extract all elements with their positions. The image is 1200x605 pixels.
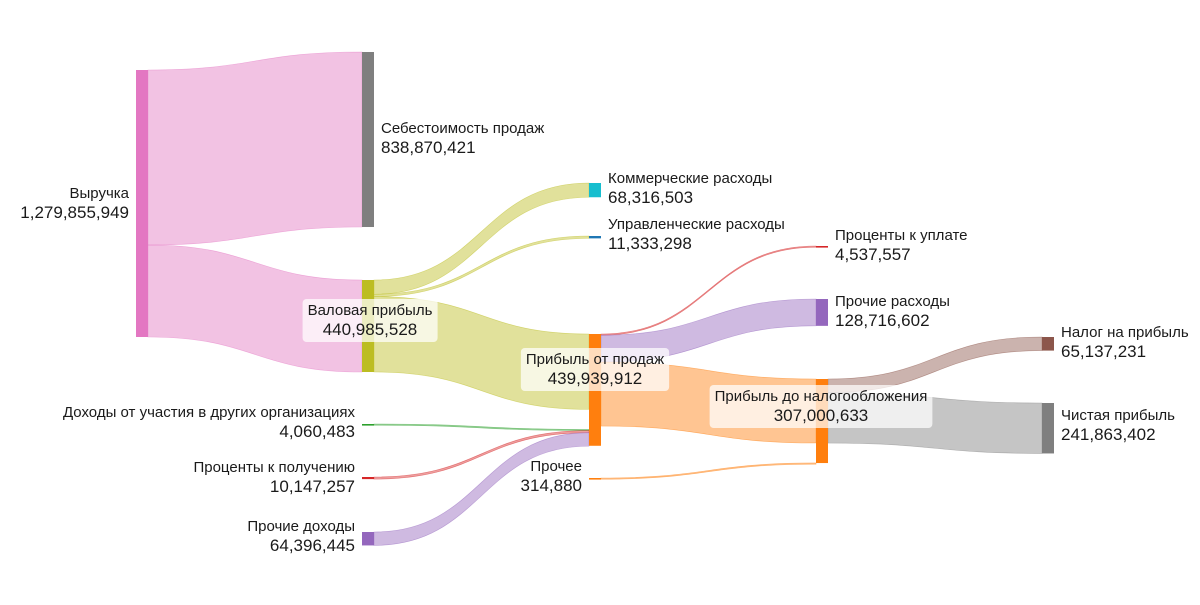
label-name-other_exp: Прочие расходы	[835, 293, 950, 310]
label-bg-gross	[302, 299, 438, 342]
label-value-pretax: 307,000,633	[774, 406, 869, 425]
label-name-cogs: Себестоимость продаж	[381, 120, 544, 137]
node-net	[1042, 403, 1054, 454]
label-value-other_exp: 128,716,602	[835, 311, 930, 330]
link-participation-to-sales_profit	[373, 423, 590, 431]
label-name-net: Чистая прибыль	[1061, 407, 1175, 424]
label-value-revenue: 1,279,855,949	[20, 203, 129, 222]
label-name-other_misc: Прочее	[530, 458, 582, 475]
node-admin	[589, 236, 601, 239]
link-pretax-to-tax	[827, 336, 1043, 393]
node-other_misc	[589, 478, 601, 480]
node-revenue	[136, 70, 148, 337]
label-name-pretax: Прибыль до налогообложения	[715, 388, 928, 405]
node-selling	[589, 183, 601, 198]
label-name-gross: Валовая прибыль	[308, 302, 433, 319]
label-value-other_misc: 314,880	[521, 476, 582, 495]
link-revenue-to-cogs	[147, 51, 363, 246]
label-name-revenue: Выручка	[69, 185, 129, 202]
node-interest_recv	[362, 477, 374, 480]
node-other_inc	[362, 532, 374, 546]
label-name-admin: Управленческие расходы	[608, 216, 785, 233]
label-value-interest_recv: 10,147,257	[270, 477, 355, 496]
label-name-interest_pay: Проценты к уплате	[835, 227, 968, 244]
node-other_exp	[816, 299, 828, 326]
label-value-gross: 440,985,528	[323, 320, 418, 339]
label-bg-sales_profit	[520, 348, 670, 391]
node-interest_pay	[816, 246, 828, 248]
node-participation	[362, 424, 374, 426]
node-tax	[1042, 337, 1054, 351]
label-name-interest_recv: Проценты к получению	[193, 459, 355, 476]
label-value-tax: 65,137,231	[1061, 342, 1146, 361]
label-value-admin: 11,333,298	[608, 234, 692, 253]
label-value-cogs: 838,870,421	[381, 138, 476, 157]
label-value-other_inc: 64,396,445	[270, 536, 355, 555]
node-cogs	[362, 52, 374, 228]
label-name-tax: Налог на прибыль	[1061, 324, 1189, 341]
label-value-interest_pay: 4,537,557	[835, 245, 911, 264]
label-participation: Доходы от участия в других организациях4…	[63, 404, 356, 441]
label-name-other_inc: Прочие доходы	[247, 518, 355, 535]
label-value-selling: 68,316,503	[608, 188, 693, 207]
link-other_inc-to-sales_profit	[373, 432, 590, 546]
label-value-sales_profit: 439,939,912	[548, 369, 643, 388]
label-value-net: 241,863,402	[1061, 425, 1156, 444]
label-name-participation: Доходы от участия в других организациях	[63, 404, 356, 421]
label-name-sales_profit: Прибыль от продаж	[526, 351, 664, 368]
label-value-participation: 4,060,483	[279, 422, 355, 441]
label-bg-pretax	[709, 385, 933, 428]
label-name-selling: Коммерческие расходы	[608, 170, 772, 187]
link-other_misc-to-pretax	[600, 462, 817, 480]
